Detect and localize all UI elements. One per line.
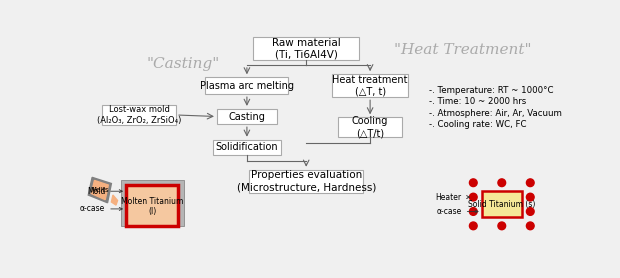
Bar [102,105,176,125]
Bar [121,180,184,226]
Text: α-case: α-case [80,204,122,214]
Text: -. Atmosphere: Air, Ar, Vacuum: -. Atmosphere: Air, Ar, Vacuum [428,109,562,118]
Text: Solid Titanium (s): Solid Titanium (s) [468,200,536,209]
Text: -. Temperature: RT ~ 1000°C: -. Temperature: RT ~ 1000°C [428,86,553,95]
Polygon shape [88,177,112,203]
Text: Casting: Casting [229,111,265,121]
Bar [205,77,288,94]
Circle shape [469,222,477,230]
Circle shape [498,222,506,230]
Text: Raw material
(Ti, Ti6Al4V): Raw material (Ti, Ti6Al4V) [272,38,340,60]
Text: "Casting": "Casting" [146,57,219,71]
Circle shape [469,179,477,187]
Text: Heat treatment
(△T, t): Heat treatment (△T, t) [332,75,408,97]
Circle shape [469,208,477,215]
Text: Lost-wax mold
(Al₂O₃, ZrO₂, ZrSiO₄): Lost-wax mold (Al₂O₃, ZrO₂, ZrSiO₄) [97,105,181,125]
Circle shape [526,208,534,215]
Text: Mold: Mold [87,187,122,196]
Polygon shape [112,195,118,205]
Circle shape [526,179,534,187]
Bar [217,109,277,124]
Bar [126,185,179,226]
Text: Melts: Melts [91,187,109,193]
Text: Cooling
(△T/t): Cooling (△T/t) [352,116,388,138]
Text: -. Cooling rate: WC, FC: -. Cooling rate: WC, FC [428,120,526,130]
Circle shape [526,193,534,201]
Bar [213,140,281,155]
Text: α-case: α-case [436,207,478,216]
Circle shape [469,193,477,201]
Text: Molten Titanium
(l): Molten Titanium (l) [121,197,184,216]
Text: Heater: Heater [436,193,469,202]
Circle shape [498,179,506,187]
Bar [249,170,363,193]
Text: Plasma arc melting: Plasma arc melting [200,81,294,91]
Bar [338,117,402,137]
Text: Properties evaluation
(Microstructure, Hardness): Properties evaluation (Microstructure, H… [236,170,376,192]
Text: Solidification: Solidification [216,142,278,152]
Polygon shape [91,180,108,200]
Text: "Heat Treatment": "Heat Treatment" [394,43,531,57]
Bar [126,185,179,226]
Bar [253,37,360,60]
Text: -. Time: 10 ~ 2000 hrs: -. Time: 10 ~ 2000 hrs [428,97,526,106]
Bar [482,191,522,217]
Circle shape [526,222,534,230]
Bar [332,74,408,97]
